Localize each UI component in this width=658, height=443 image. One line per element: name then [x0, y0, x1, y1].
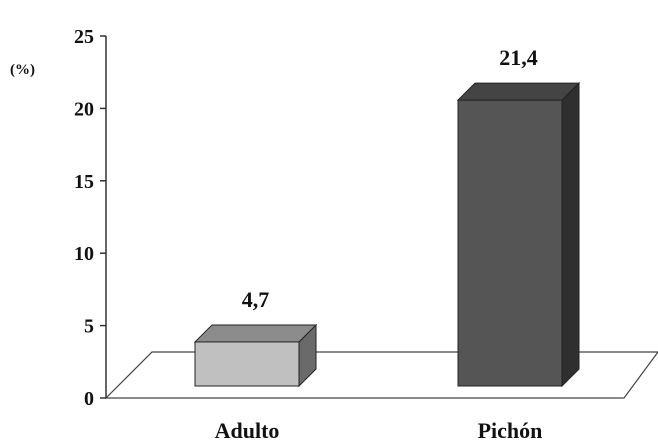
bar-value-label: 21,4: [499, 45, 538, 70]
bar-front-face: [457, 99, 563, 387]
y-tick-label: 25: [74, 26, 94, 48]
y-tick-label: 10: [74, 243, 94, 265]
x-axis-labels: Adulto Pichón: [215, 418, 543, 443]
bar-value-label: 4,7: [242, 287, 270, 312]
y-tick-label: 20: [74, 98, 94, 120]
y-axis-ticks: 0 5 10 15 20 25: [74, 26, 106, 410]
y-tick-label: 0: [84, 388, 94, 410]
bar-side-face: [561, 81, 580, 388]
bar-pichón: 21,4: [456, 45, 581, 388]
y-tick-label: 15: [74, 171, 94, 193]
bar-adulto: 4,7: [193, 287, 318, 388]
y-tick-label: 5: [84, 316, 94, 338]
bars-group: 4,7 21,4: [193, 45, 581, 388]
x-category-label: Adulto: [215, 418, 280, 443]
bar-top-face: [193, 324, 318, 343]
bar-top-face: [456, 82, 581, 101]
y-axis-unit-label: (%): [10, 62, 35, 78]
bar-front-face: [194, 341, 300, 387]
x-category-label: Pichón: [478, 418, 543, 443]
